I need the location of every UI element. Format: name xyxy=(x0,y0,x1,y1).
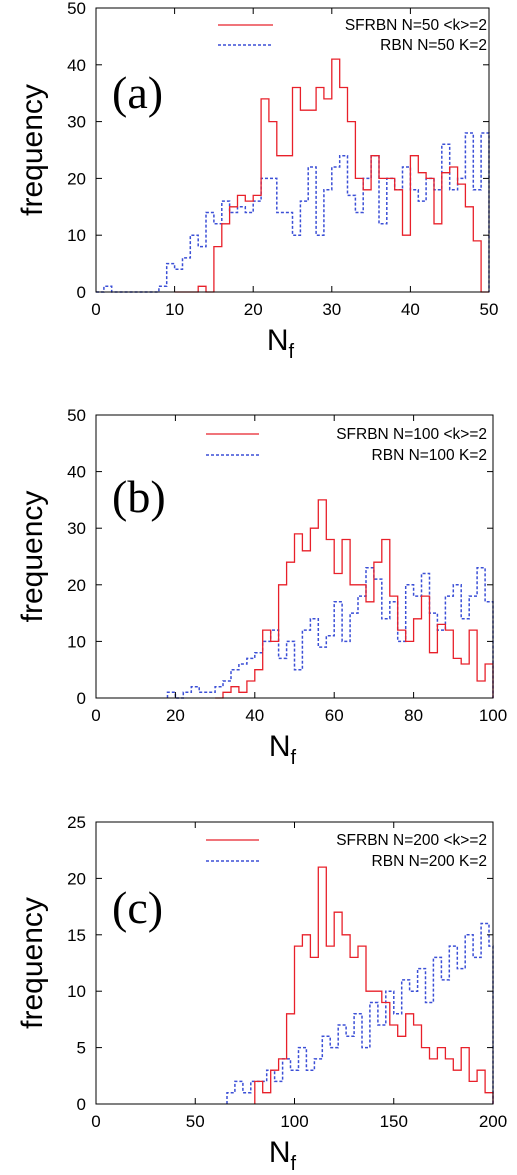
plot-frame xyxy=(95,414,494,699)
y-axis-title: frequency xyxy=(16,897,49,1029)
y-tick-label: 20 xyxy=(67,169,86,188)
legend-label-sfrbn: SFRBN N=100 <k>=2 xyxy=(336,426,487,443)
series-line-rbn xyxy=(166,567,494,699)
plot-frame xyxy=(95,7,490,293)
panel-label: (c) xyxy=(112,882,163,933)
chart-panel-3: 0 50 100 150 200 0 5 10 15 20 25 Nf frequency (c) SFRB… xyxy=(16,813,507,1175)
x-tick-label: 20 xyxy=(166,706,185,725)
chart-panel-1: 0 10 20 30 40 50 0 10 20 30 40 50 Nf frequency (a) SFRB… xyxy=(16,0,498,363)
x-tick-label: 100 xyxy=(479,706,507,725)
y-tick-label: 10 xyxy=(67,982,86,1001)
x-tick-label: 0 xyxy=(91,1112,100,1131)
x-tick-label: 10 xyxy=(165,300,184,319)
x-tick-label: 40 xyxy=(245,706,264,725)
series-line-rbn xyxy=(96,132,490,293)
y-tick-label: 20 xyxy=(67,576,86,595)
series-line-sfrbn xyxy=(174,58,489,293)
y-tick-label: 30 xyxy=(67,519,86,538)
legend-label-sfrbn: SFRBN N=200 <k>=2 xyxy=(336,832,487,849)
series-line-rbn xyxy=(226,922,494,1104)
x-tick-label: 0 xyxy=(91,706,100,725)
y-tick-label: 5 xyxy=(77,1039,86,1058)
x-tick-label: 60 xyxy=(325,706,344,725)
x-tick-label: 50 xyxy=(480,300,499,319)
x-tick-label: 50 xyxy=(186,1112,205,1131)
y-tick-label: 10 xyxy=(67,226,86,245)
legend-label-sfrbn: SFRBN N=50 <k>=2 xyxy=(345,17,487,34)
legend-label-rbn: RBN N=50 K=2 xyxy=(380,37,487,54)
x-tick-label: 150 xyxy=(380,1112,408,1131)
y-tick-label: 0 xyxy=(77,1095,86,1114)
x-axis-title: Nf xyxy=(269,730,297,769)
x-axis-title: Nf xyxy=(269,1136,297,1175)
y-tick-label: 0 xyxy=(77,283,86,302)
x-axis-title-subscript: f xyxy=(289,341,295,363)
x-tick-label: 100 xyxy=(280,1112,308,1131)
x-tick-label: 40 xyxy=(401,300,420,319)
x-tick-label: 200 xyxy=(479,1112,507,1131)
legend-label-rbn: RBN N=200 K=2 xyxy=(372,853,487,870)
series-line-sfrbn xyxy=(215,499,494,699)
panel-label: (b) xyxy=(112,471,166,522)
panel-label: (a) xyxy=(112,67,163,118)
legend-label-rbn: RBN N=100 K=2 xyxy=(372,447,487,464)
y-axis-title: frequency xyxy=(16,84,49,216)
y-tick-label: 0 xyxy=(77,689,86,708)
y-tick-label: 10 xyxy=(67,632,86,651)
y-tick-label: 20 xyxy=(67,869,86,888)
x-axis-title: Nf xyxy=(267,324,295,363)
y-axis-title: frequency xyxy=(16,491,49,623)
x-tick-label: 80 xyxy=(404,706,423,725)
y-tick-label: 50 xyxy=(67,406,86,425)
y-tick-label: 40 xyxy=(67,56,86,75)
series-line-sfrbn xyxy=(254,866,494,1104)
y-tick-label: 15 xyxy=(67,926,86,945)
x-tick-label: 0 xyxy=(91,300,100,319)
y-tick-label: 30 xyxy=(67,113,86,132)
y-tick-label: 50 xyxy=(67,0,86,18)
chart-panel-2: 0 20 40 60 80 100 0 10 20 30 40 50 Nf frequency (b) SFR… xyxy=(16,406,507,769)
x-axis-title-subscript: f xyxy=(291,1153,297,1175)
x-tick-label: 20 xyxy=(244,300,263,319)
y-tick-label: 25 xyxy=(67,813,86,832)
y-tick-label: 40 xyxy=(67,463,86,482)
x-axis-title-subscript: f xyxy=(291,747,297,769)
x-tick-label: 30 xyxy=(322,300,341,319)
